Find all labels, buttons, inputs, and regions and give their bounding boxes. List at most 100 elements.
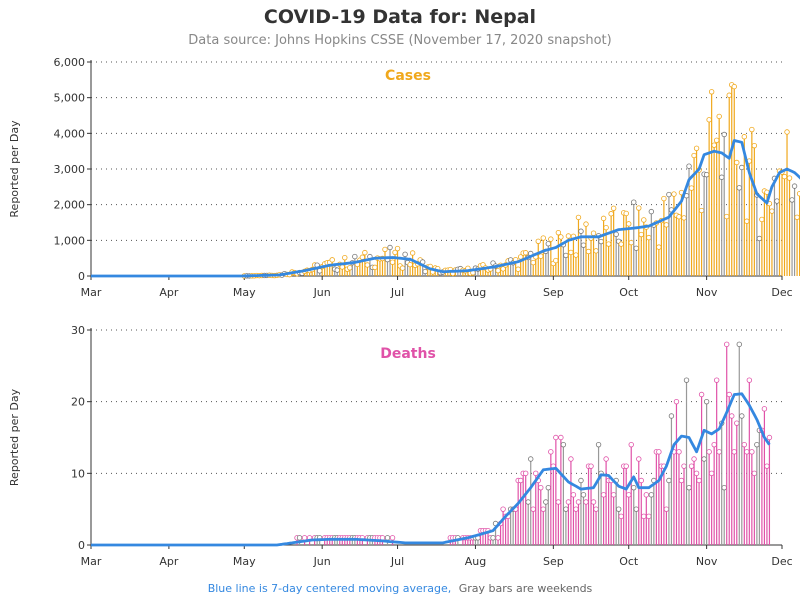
daily-marker bbox=[575, 214, 582, 221]
daily-marker bbox=[618, 513, 624, 520]
daily-marker bbox=[598, 238, 604, 245]
daily-marker bbox=[565, 233, 572, 239]
daily-marker bbox=[713, 137, 720, 144]
x-tick-label: Nov bbox=[696, 286, 718, 299]
daily-marker bbox=[555, 499, 562, 505]
daily-marker bbox=[661, 195, 667, 202]
x-tick-label: Sep bbox=[543, 286, 564, 299]
daily-marker bbox=[490, 535, 496, 541]
daily-marker bbox=[741, 441, 748, 448]
daily-marker bbox=[543, 499, 549, 505]
moving-average-line bbox=[91, 139, 800, 278]
daily-marker bbox=[515, 266, 521, 272]
moving-average-note: Blue line is 7-day centered moving avera… bbox=[208, 582, 452, 595]
y-tick-label: 30 bbox=[71, 324, 85, 337]
daily-marker bbox=[580, 242, 587, 248]
daily-marker bbox=[528, 456, 534, 462]
daily-marker bbox=[641, 513, 647, 520]
daily-marker bbox=[686, 484, 692, 491]
daily-marker bbox=[603, 224, 609, 231]
daily-marker bbox=[525, 499, 531, 505]
cases-panel: 0 1,000 2,000 3,000 4,000 5,000 6,000 Mar Apr May… bbox=[8, 56, 800, 299]
daily-marker bbox=[575, 499, 582, 505]
panel-title: Cases bbox=[385, 68, 431, 84]
x-tick-label: Mar bbox=[81, 555, 102, 568]
daily-marker bbox=[698, 391, 705, 398]
daily-marker bbox=[683, 377, 690, 383]
x-tick-label: Mar bbox=[81, 286, 102, 299]
daily-marker bbox=[739, 164, 745, 171]
daily-marker bbox=[633, 245, 639, 251]
daily-marker bbox=[676, 214, 682, 220]
daily-marker bbox=[538, 253, 544, 259]
daily-marker bbox=[578, 477, 584, 484]
daily-marker bbox=[530, 506, 536, 512]
daily-marker bbox=[329, 257, 335, 263]
daily-marker bbox=[646, 513, 652, 520]
daily-marker bbox=[656, 244, 662, 250]
daily-marker bbox=[736, 185, 742, 191]
daily-marker bbox=[648, 492, 655, 498]
daily-marker bbox=[731, 449, 737, 455]
daily-marker bbox=[656, 449, 662, 455]
daily-marker bbox=[548, 236, 554, 242]
daily-marker bbox=[553, 434, 559, 441]
daily-marker bbox=[389, 535, 396, 541]
daily-marker bbox=[399, 265, 406, 271]
daily-marker bbox=[794, 214, 800, 220]
daily-marker bbox=[744, 218, 750, 224]
daily-marker bbox=[638, 231, 644, 238]
daily-marker bbox=[786, 175, 793, 181]
daily-marker bbox=[734, 420, 740, 426]
daily-marker bbox=[698, 207, 705, 214]
daily-marker bbox=[600, 215, 607, 222]
daily-marker bbox=[636, 456, 642, 462]
daily-marker bbox=[623, 210, 629, 217]
x-tick-label: Oct bbox=[619, 555, 639, 568]
daily-marker bbox=[751, 470, 758, 477]
daily-marker bbox=[678, 477, 685, 484]
daily-marker bbox=[548, 449, 554, 455]
daily-marker bbox=[545, 241, 552, 247]
x-tick-label: Apr bbox=[159, 555, 179, 568]
daily-marker bbox=[681, 463, 687, 469]
y-tick-label: 5,000 bbox=[54, 92, 86, 105]
daily-marker bbox=[631, 484, 637, 491]
daily-marker bbox=[585, 248, 592, 255]
daily-marker bbox=[523, 250, 529, 256]
daily-marker bbox=[364, 262, 371, 268]
daily-marker bbox=[716, 113, 722, 120]
daily-marker bbox=[422, 268, 428, 275]
x-tick-label: Jun bbox=[313, 555, 331, 568]
daily-marker bbox=[703, 171, 710, 178]
daily-marker bbox=[759, 216, 765, 223]
daily-marker bbox=[633, 506, 639, 512]
daily-marker bbox=[389, 259, 396, 265]
daily-marker bbox=[394, 245, 401, 252]
y-axis-label: Reported per Day bbox=[8, 120, 21, 218]
daily-marker bbox=[716, 449, 722, 455]
daily-marker bbox=[590, 499, 597, 505]
x-tick-label: Dec bbox=[771, 555, 792, 568]
y-tick-label: 4,000 bbox=[54, 127, 86, 140]
daily-marker bbox=[500, 506, 506, 512]
footnote: Blue line is 7-day centered moving avera… bbox=[208, 582, 593, 595]
daily-marker bbox=[402, 251, 408, 258]
daily-marker bbox=[600, 492, 607, 498]
daily-marker bbox=[711, 142, 717, 148]
daily-marker bbox=[703, 398, 710, 405]
daily-marker bbox=[751, 142, 758, 149]
daily-marker bbox=[563, 252, 569, 259]
daily-marker bbox=[734, 159, 740, 166]
daily-marker bbox=[666, 191, 672, 198]
daily-marker bbox=[636, 205, 642, 211]
daily-marker bbox=[495, 535, 501, 541]
daily-marker bbox=[673, 398, 680, 405]
daily-marker bbox=[769, 208, 775, 214]
daily-marker bbox=[781, 173, 788, 180]
daily-marker bbox=[603, 456, 609, 462]
daily-marker bbox=[296, 535, 303, 541]
daily-marker bbox=[741, 134, 748, 140]
daily-marker bbox=[568, 456, 574, 462]
daily-marker bbox=[382, 246, 388, 253]
